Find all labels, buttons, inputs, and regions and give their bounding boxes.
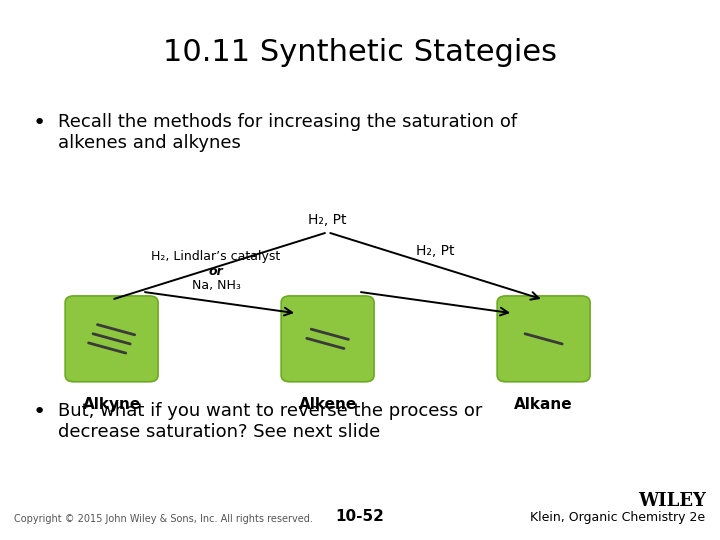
Text: 10-52: 10-52	[336, 509, 384, 524]
Text: •: •	[32, 113, 45, 133]
Text: Alkyne: Alkyne	[83, 397, 140, 412]
Text: 10.11 Synthetic Stategies: 10.11 Synthetic Stategies	[163, 38, 557, 67]
Text: Copyright © 2015 John Wiley & Sons, Inc. All rights reserved.: Copyright © 2015 John Wiley & Sons, Inc.…	[14, 514, 313, 524]
Text: WILEY: WILEY	[638, 492, 706, 510]
Text: Alkene: Alkene	[299, 397, 356, 412]
Text: Alkane: Alkane	[514, 397, 573, 412]
FancyBboxPatch shape	[282, 296, 374, 382]
Text: •: •	[32, 402, 45, 422]
Text: H₂, Lindlar’s catalyst: H₂, Lindlar’s catalyst	[151, 250, 281, 263]
FancyBboxPatch shape	[66, 296, 158, 382]
Text: H₂, Pt: H₂, Pt	[308, 213, 347, 227]
Text: Klein, Organic Chemistry 2e: Klein, Organic Chemistry 2e	[531, 511, 706, 524]
Text: Na, NH₃: Na, NH₃	[192, 279, 240, 292]
FancyBboxPatch shape	[498, 296, 590, 382]
Text: But, what if you want to reverse the process or
decrease saturation? See next sl: But, what if you want to reverse the pro…	[58, 402, 482, 441]
Text: H₂, Pt: H₂, Pt	[416, 244, 455, 258]
Text: or: or	[209, 265, 223, 278]
Text: Recall the methods for increasing the saturation of
alkenes and alkynes: Recall the methods for increasing the sa…	[58, 113, 517, 152]
